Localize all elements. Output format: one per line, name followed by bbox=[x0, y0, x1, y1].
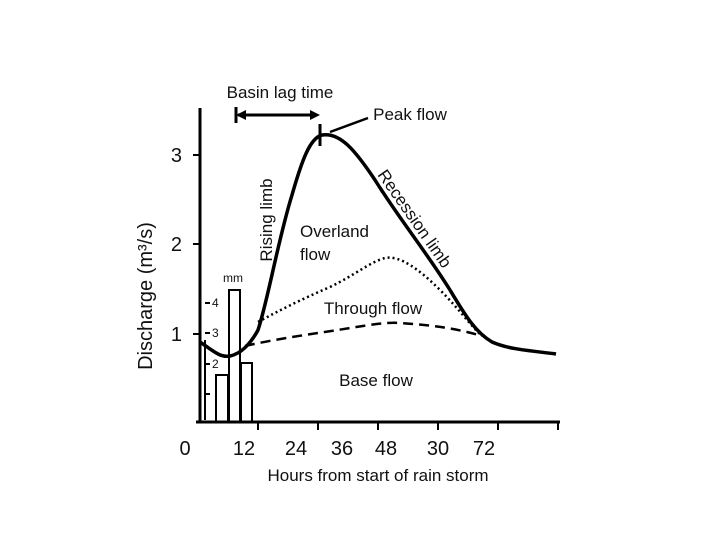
overland-flow-label: Overland bbox=[300, 222, 369, 241]
x-tick-label: 36 bbox=[331, 438, 353, 460]
y-axis-label: Discharge (m³/s) bbox=[135, 222, 157, 370]
y-tick-label: 2 bbox=[171, 234, 182, 256]
x-tick-label: 12 bbox=[233, 438, 255, 460]
x-tick-label: 72 bbox=[473, 438, 495, 460]
x-tick-label: 30 bbox=[427, 438, 449, 460]
rain-tick-marks bbox=[205, 302, 210, 395]
x-tick-label: 0 bbox=[179, 438, 190, 460]
through-flow-curve bbox=[257, 256, 483, 337]
x-tick-marks bbox=[257, 422, 559, 430]
rain-axis-label: mm bbox=[223, 271, 243, 285]
lag-time-arrow bbox=[234, 107, 322, 146]
x-axis-label: Hours from start of rain storm bbox=[267, 466, 488, 485]
x-tick-label: 24 bbox=[285, 438, 307, 460]
base-flow-label: Base flow bbox=[339, 371, 413, 390]
rain-tick-label: 3 bbox=[212, 326, 219, 340]
rain-tick-label: 2 bbox=[212, 357, 219, 371]
recession-limb-label: Recession limb bbox=[374, 166, 456, 271]
rising-limb-label: Rising limb bbox=[257, 178, 276, 261]
basin-lag-label: Basin lag time bbox=[227, 83, 334, 102]
y-tick-label: 1 bbox=[171, 324, 182, 346]
overland-flow-label: flow bbox=[300, 245, 331, 264]
peak-flow-label: Peak flow bbox=[373, 105, 447, 124]
x-tick-label: 48 bbox=[375, 438, 397, 460]
through-flow-label: Through flow bbox=[324, 299, 423, 318]
peak-pointer bbox=[329, 116, 369, 134]
y-tick-label: 3 bbox=[171, 145, 182, 167]
y-tick-marks bbox=[193, 154, 200, 335]
base-flow-curve bbox=[244, 321, 483, 348]
rain-tick-label: 4 bbox=[212, 296, 219, 310]
